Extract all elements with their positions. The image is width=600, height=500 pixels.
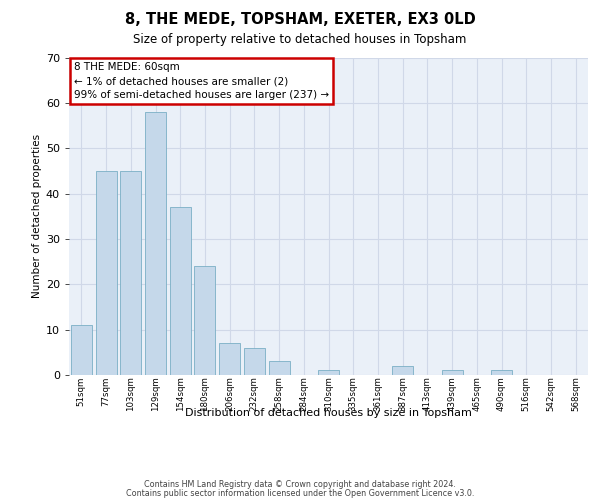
Bar bbox=[244, 348, 265, 375]
Bar bbox=[71, 325, 92, 375]
Bar bbox=[318, 370, 339, 375]
Text: 8, THE MEDE, TOPSHAM, EXETER, EX3 0LD: 8, THE MEDE, TOPSHAM, EXETER, EX3 0LD bbox=[125, 12, 475, 28]
Bar bbox=[442, 370, 463, 375]
Bar bbox=[491, 370, 512, 375]
Bar bbox=[194, 266, 215, 375]
Bar bbox=[219, 343, 240, 375]
Bar bbox=[120, 171, 141, 375]
Bar bbox=[145, 112, 166, 375]
Text: Distribution of detached houses by size in Topsham: Distribution of detached houses by size … bbox=[185, 408, 472, 418]
Bar bbox=[170, 207, 191, 375]
Text: Contains public sector information licensed under the Open Government Licence v3: Contains public sector information licen… bbox=[126, 488, 474, 498]
Text: Contains HM Land Registry data © Crown copyright and database right 2024.: Contains HM Land Registry data © Crown c… bbox=[144, 480, 456, 489]
Bar bbox=[392, 366, 413, 375]
Bar bbox=[95, 171, 116, 375]
Text: Size of property relative to detached houses in Topsham: Size of property relative to detached ho… bbox=[133, 32, 467, 46]
Y-axis label: Number of detached properties: Number of detached properties bbox=[32, 134, 41, 298]
Bar bbox=[269, 362, 290, 375]
Text: 8 THE MEDE: 60sqm
← 1% of detached houses are smaller (2)
99% of semi-detached h: 8 THE MEDE: 60sqm ← 1% of detached house… bbox=[74, 62, 329, 100]
